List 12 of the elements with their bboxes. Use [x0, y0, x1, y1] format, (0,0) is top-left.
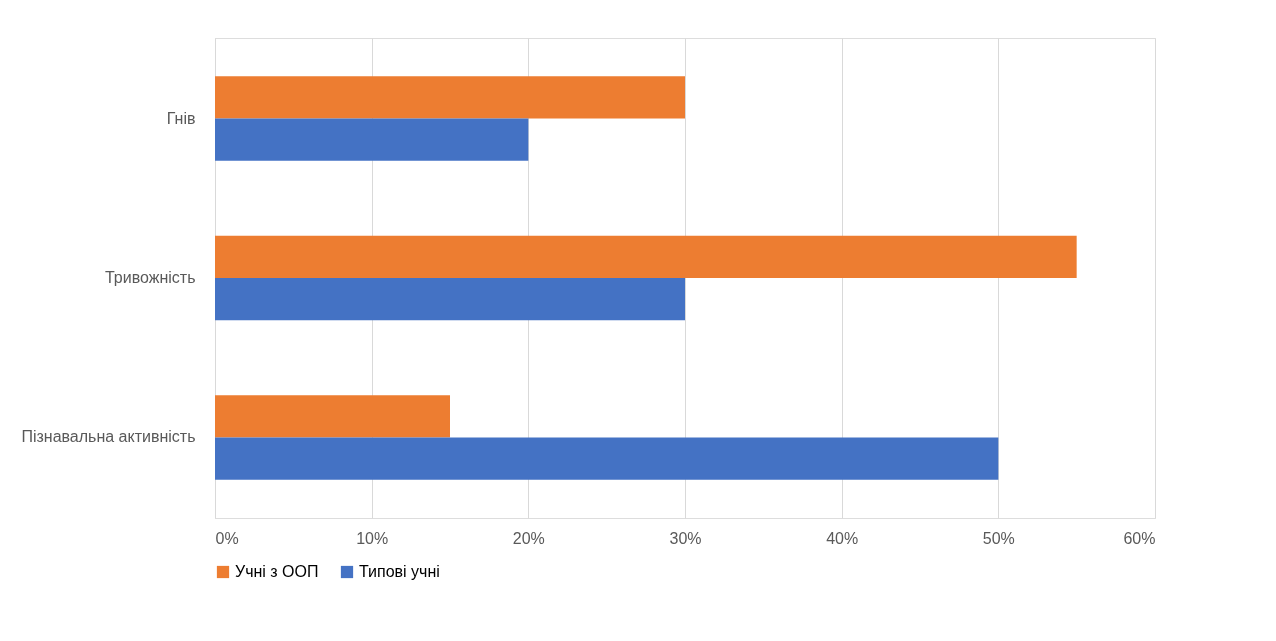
- legend-label: Типові учні: [359, 563, 440, 580]
- x-tick-label: 20%: [512, 529, 545, 547]
- x-tick-label: 50%: [982, 529, 1015, 547]
- x-tick-label: 60%: [1123, 529, 1156, 547]
- legend-label: Учні з ООП: [235, 563, 319, 580]
- x-tick-label: 0%: [215, 529, 239, 547]
- y-tick-label: Гнів: [166, 109, 196, 127]
- x-tick-label: 40%: [826, 529, 859, 547]
- y-tick-label: Пізнавальна активність: [21, 428, 196, 446]
- y-tick-label: Тривожність: [104, 269, 196, 286]
- x-tick-label: 10%: [356, 529, 389, 547]
- x-tick-label: 30%: [669, 529, 702, 547]
